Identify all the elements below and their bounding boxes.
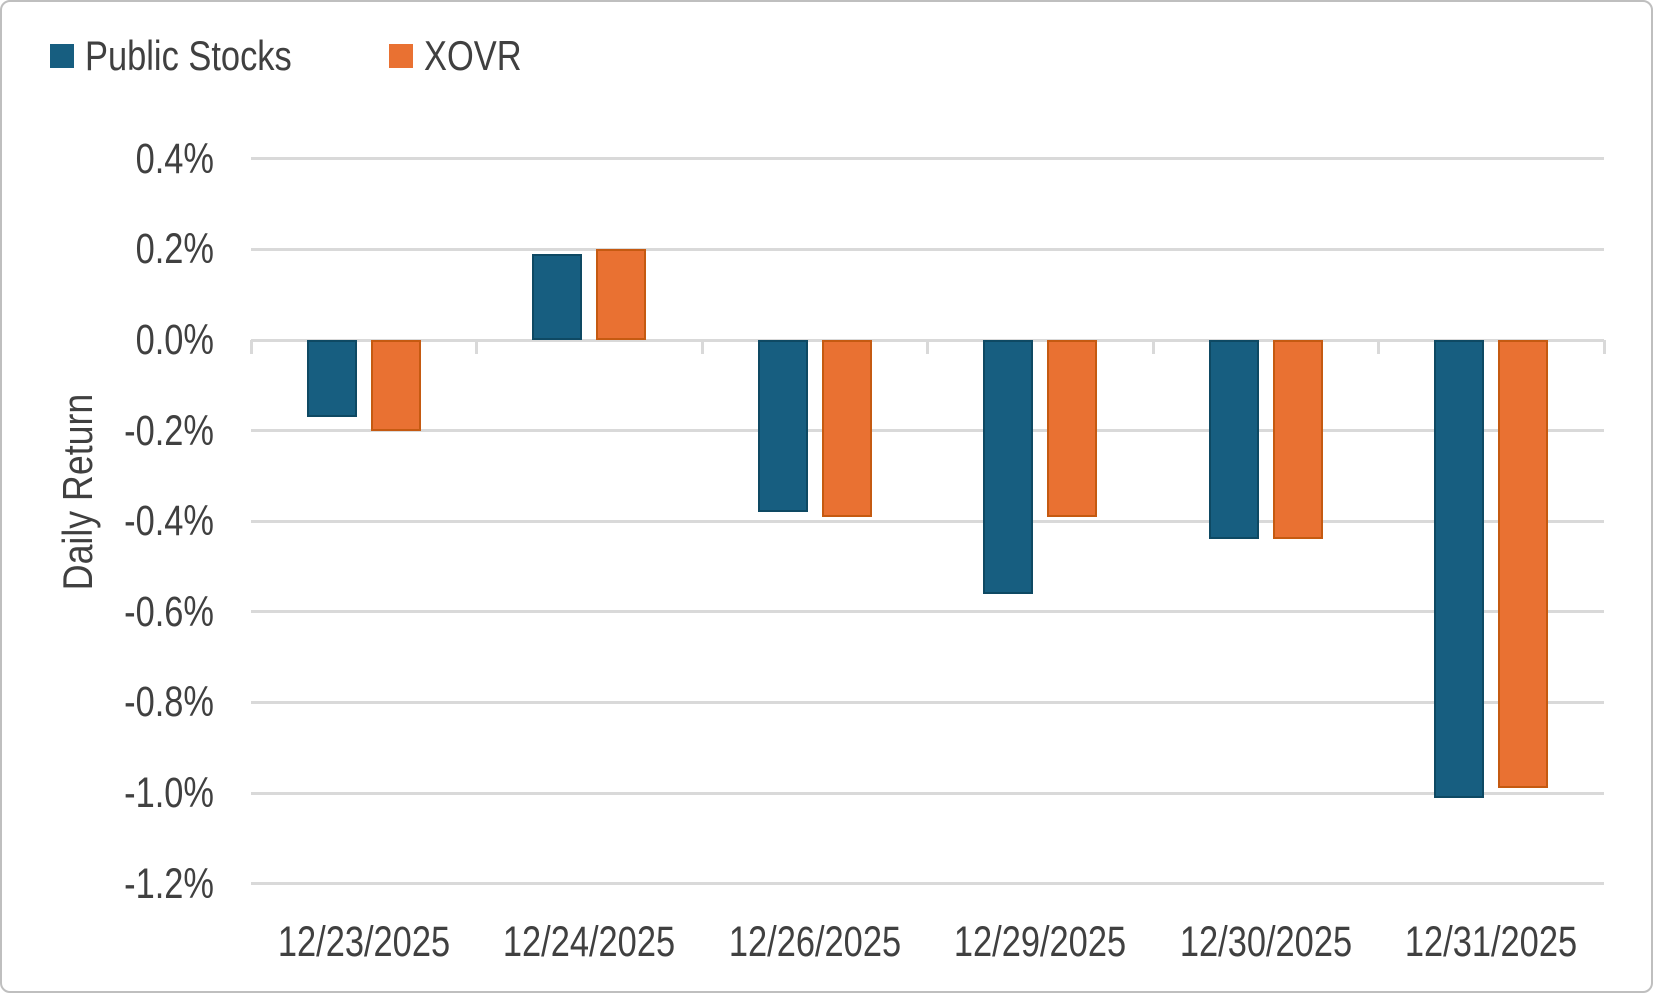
x-tick-label: 12/31/2025 xyxy=(1404,918,1578,966)
bar-xovr-1[interactable] xyxy=(596,249,646,340)
bar-public-stocks-3[interactable] xyxy=(983,340,1033,594)
bar-public-stocks-4[interactable] xyxy=(1209,340,1259,539)
bar-xovr-4[interactable] xyxy=(1273,340,1323,539)
gridline xyxy=(251,248,1604,251)
y-tick-label: 0.4% xyxy=(135,135,214,183)
x-axis-tick xyxy=(1152,340,1155,354)
y-tick-label: -0.2% xyxy=(124,407,214,455)
x-axis-tick xyxy=(701,340,704,354)
y-tick-label: -1.2% xyxy=(124,860,214,908)
legend: Public Stocks XOVR xyxy=(50,32,543,80)
bar-xovr-0[interactable] xyxy=(371,340,421,431)
gridline xyxy=(251,792,1604,795)
legend-item-xovr[interactable]: XOVR xyxy=(389,32,543,80)
bar-public-stocks-1[interactable] xyxy=(532,254,582,340)
bar-xovr-5[interactable] xyxy=(1498,340,1548,788)
gridline xyxy=(251,701,1604,704)
gridline xyxy=(251,157,1604,160)
y-tick-label: -0.8% xyxy=(124,678,214,726)
bar-xovr-2[interactable] xyxy=(822,340,872,517)
y-tick-label: -0.4% xyxy=(124,497,214,545)
x-tick-label: 12/26/2025 xyxy=(728,918,902,966)
bar-public-stocks-2[interactable] xyxy=(758,340,808,512)
y-tick-label: 0.0% xyxy=(135,316,214,364)
gridline xyxy=(251,610,1604,613)
x-axis-tick xyxy=(1377,340,1380,354)
x-tick-label: 12/23/2025 xyxy=(277,918,451,966)
x-axis-tick xyxy=(475,340,478,354)
x-axis-tick xyxy=(1603,340,1606,354)
x-tick-label: 12/24/2025 xyxy=(502,918,676,966)
x-axis-tick xyxy=(926,340,929,354)
legend-item-public-stocks[interactable]: Public Stocks xyxy=(50,32,337,80)
legend-label-xovr: XOVR xyxy=(424,32,522,79)
y-tick-label: -1.0% xyxy=(124,769,214,817)
gridline xyxy=(251,882,1604,885)
y-tick-label: 0.2% xyxy=(135,225,214,273)
bar-xovr-3[interactable] xyxy=(1047,340,1097,517)
x-tick-label: 12/29/2025 xyxy=(953,918,1127,966)
gridline xyxy=(251,429,1604,432)
gridline xyxy=(251,520,1604,523)
legend-swatch-xovr xyxy=(389,44,414,68)
x-tick-label: 12/30/2025 xyxy=(1179,918,1353,966)
legend-label-public-stocks: Public Stocks xyxy=(85,32,292,79)
y-tick-label: -0.6% xyxy=(124,588,214,636)
bar-public-stocks-0[interactable] xyxy=(307,340,357,417)
bar-public-stocks-5[interactable] xyxy=(1434,340,1484,798)
legend-swatch-public-stocks xyxy=(50,44,74,68)
x-axis-tick xyxy=(250,340,253,354)
